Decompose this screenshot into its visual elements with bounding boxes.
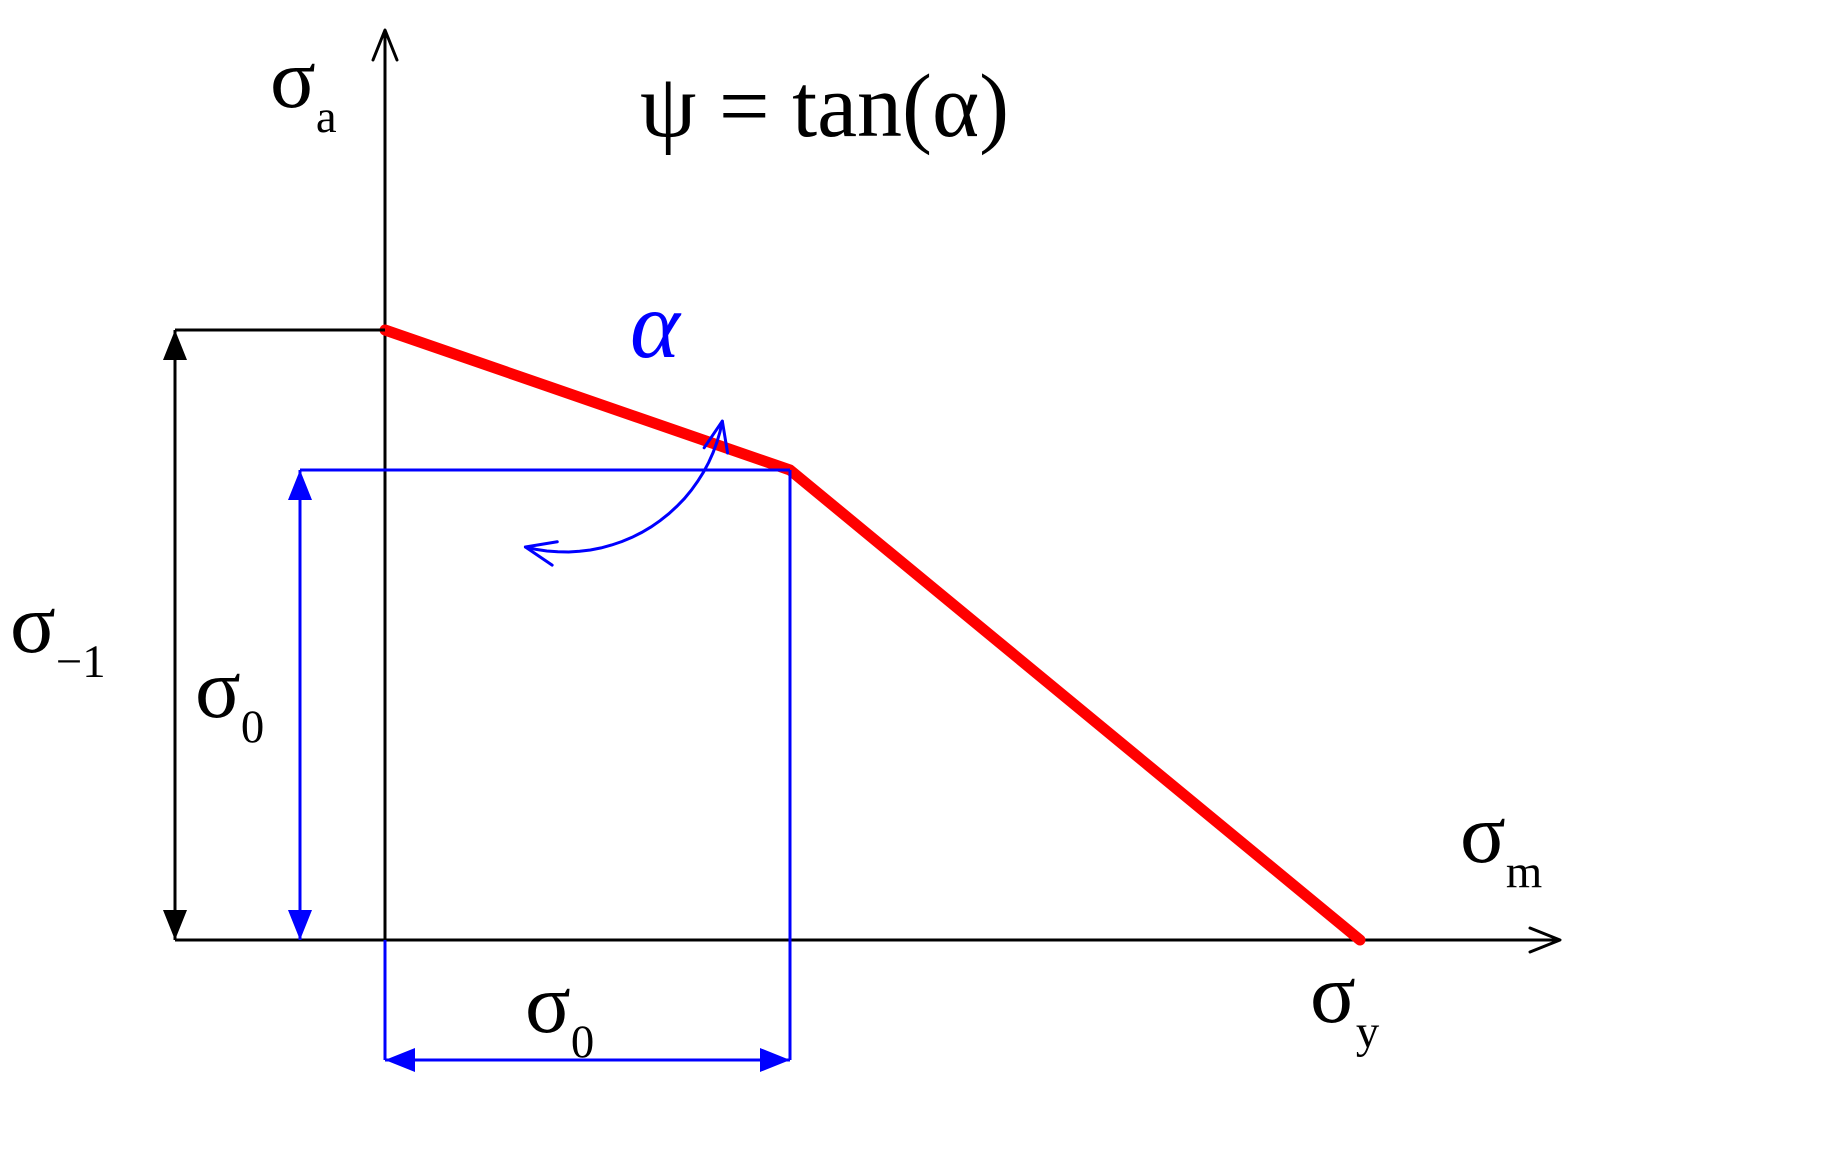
limit-curve: [385, 330, 1360, 940]
label-alpha: α: [630, 270, 680, 380]
dim-sigma0-v-head-top: [288, 470, 312, 500]
dim-sigma0-h-head-r: [760, 1048, 790, 1072]
dim-sigma0-v-head-bot: [288, 910, 312, 940]
dim-sigma0-h-head-l: [385, 1048, 415, 1072]
dim-sigma-minus1-head-bot: [163, 910, 187, 940]
label-sigma_y: σy: [1310, 945, 1379, 1052]
label-sigma_m1: σ−1: [10, 575, 106, 682]
dim-sigma-minus1-head-top: [163, 330, 187, 360]
haigh-diagram: ψ = tan(α) σa σmσy σ−1 σ0 σ0 α: [0, 0, 1831, 1158]
label-x_axis: σm: [1460, 785, 1542, 892]
label-y_axis: σa: [270, 30, 337, 137]
diagram-svg: [0, 0, 1831, 1158]
label-sigma_0_h: σ0: [525, 955, 594, 1062]
angle-alpha-arrowhead: [525, 542, 557, 565]
label-sigma_0_v: σ0: [195, 640, 264, 747]
label-equation: ψ = tan(α): [640, 55, 1009, 158]
